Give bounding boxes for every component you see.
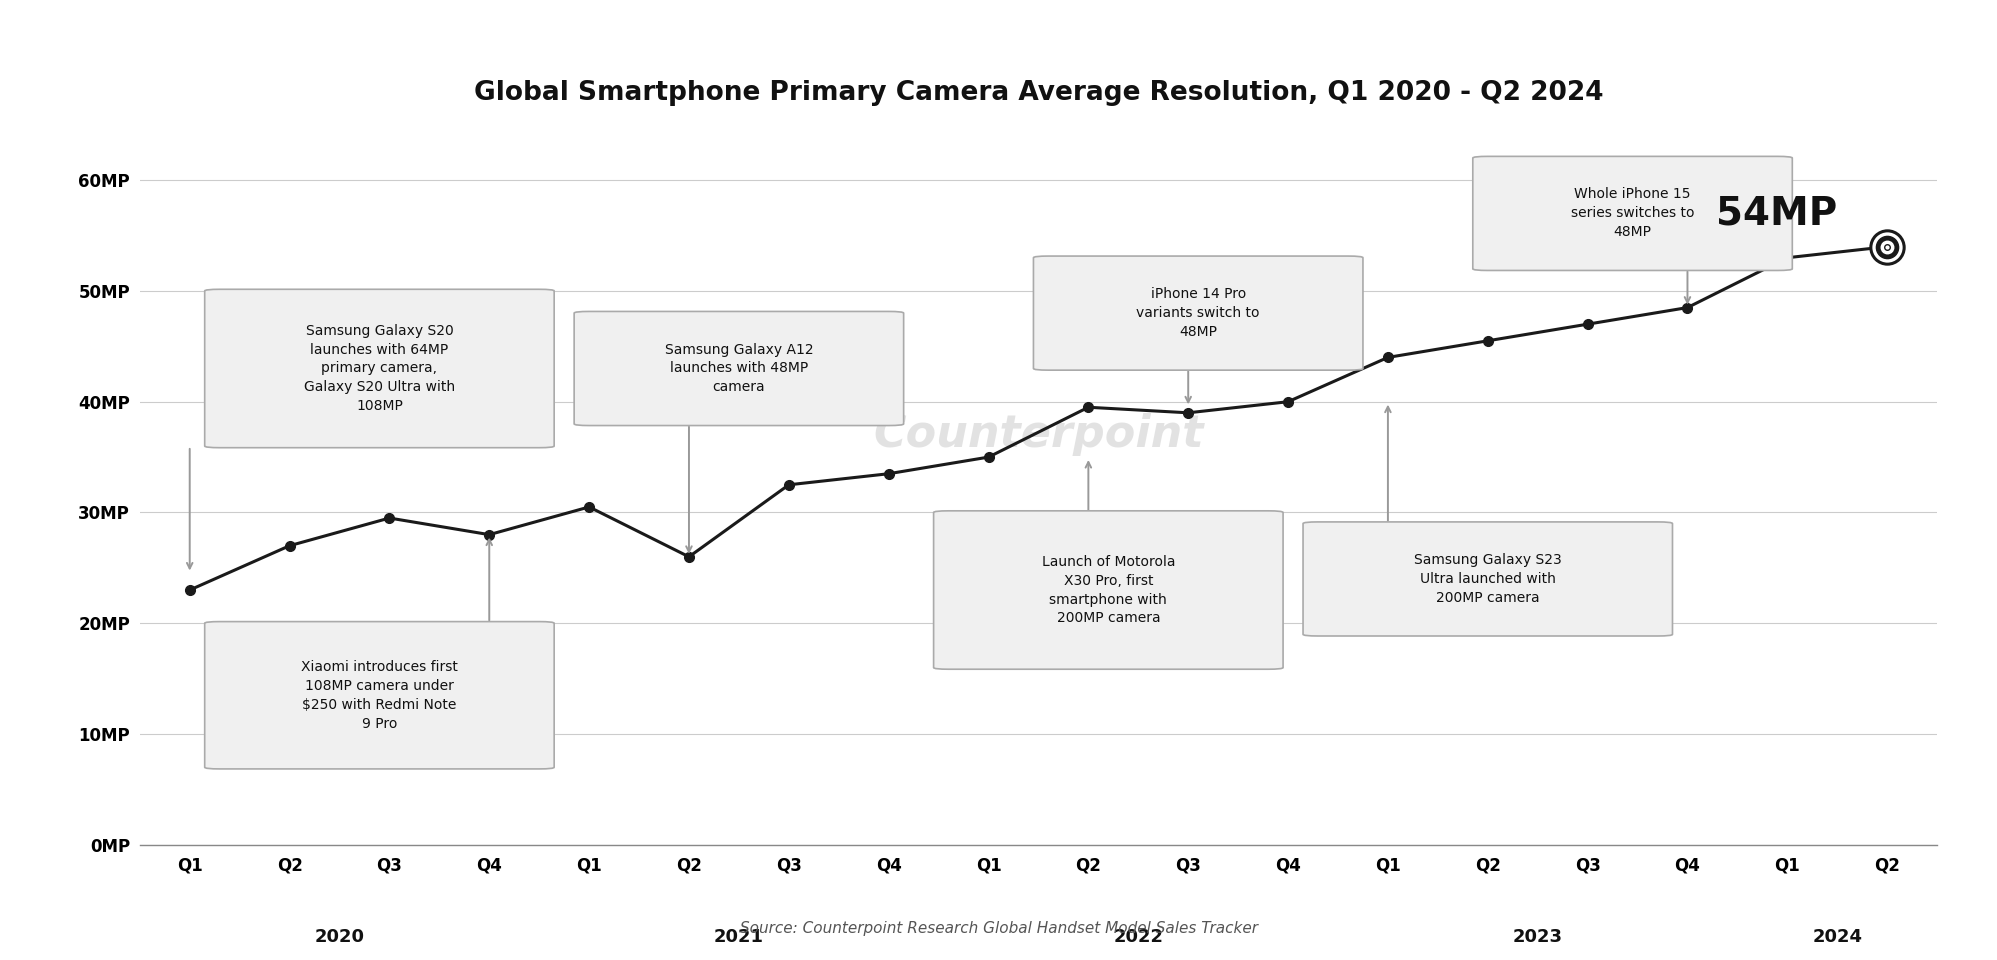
FancyBboxPatch shape [933,511,1282,669]
Title: Global Smartphone Primary Camera Average Resolution, Q1 2020 - Q2 2024: Global Smartphone Primary Camera Average… [473,80,1604,106]
Text: Counterpoint: Counterpoint [873,414,1204,456]
Text: 2020: 2020 [314,928,365,946]
Text: 54MP: 54MP [1715,195,1837,232]
Text: iPhone 14 Pro
variants switch to
48MP: iPhone 14 Pro variants switch to 48MP [1136,287,1260,339]
Text: 2021: 2021 [713,928,765,946]
FancyBboxPatch shape [1302,522,1671,636]
Text: Whole iPhone 15
series switches to
48MP: Whole iPhone 15 series switches to 48MP [1572,187,1693,239]
FancyBboxPatch shape [1472,156,1791,271]
FancyBboxPatch shape [206,289,553,447]
Text: Launch of Motorola
X30 Pro, first
smartphone with
200MP camera: Launch of Motorola X30 Pro, first smartp… [1042,555,1174,626]
Text: Samsung Galaxy S23
Ultra launched with
200MP camera: Samsung Galaxy S23 Ultra launched with 2… [1414,553,1562,605]
Text: Xiaomi introduces first
108MP camera under
$250 with Redmi Note
9 Pro: Xiaomi introduces first 108MP camera und… [302,660,457,731]
FancyBboxPatch shape [206,622,553,769]
Text: Samsung Galaxy A12
launches with 48MP
camera: Samsung Galaxy A12 launches with 48MP ca… [665,343,813,395]
FancyBboxPatch shape [575,311,903,425]
Text: Samsung Galaxy S20
launches with 64MP
primary camera,
Galaxy S20 Ultra with
108M: Samsung Galaxy S20 launches with 64MP pr… [304,324,455,414]
Text: Source: Counterpoint Research Global Handset Model Sales Tracker: Source: Counterpoint Research Global Han… [739,921,1258,936]
FancyBboxPatch shape [1032,256,1362,371]
Text: 2022: 2022 [1112,928,1164,946]
Text: 2024: 2024 [1811,928,1863,946]
Text: 2023: 2023 [1512,928,1564,946]
